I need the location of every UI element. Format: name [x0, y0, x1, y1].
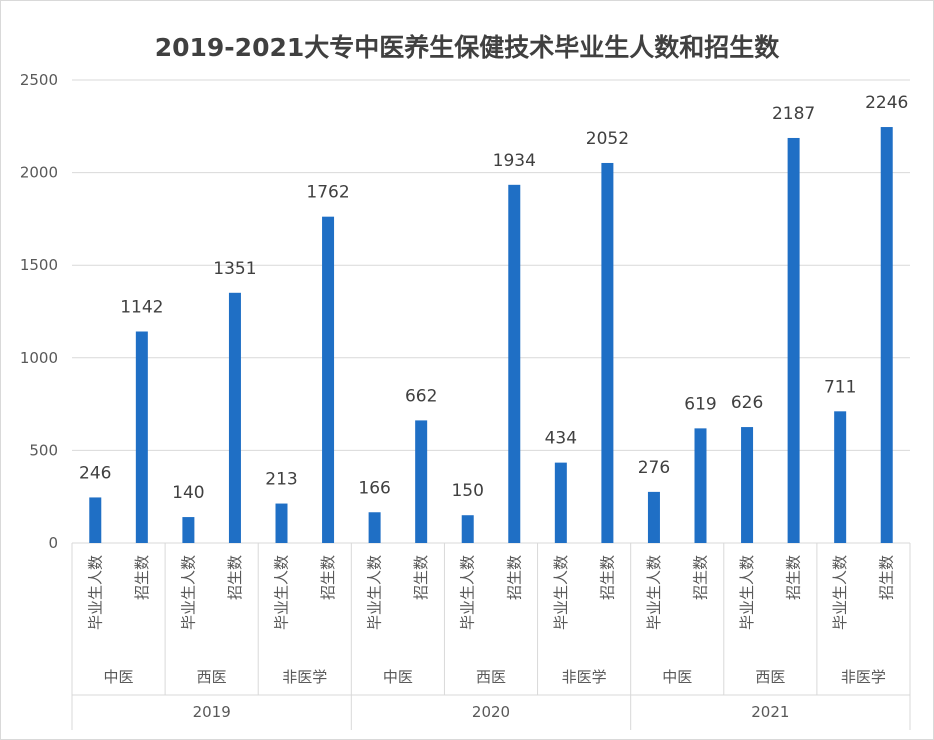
bar-category-label: 毕业生人数 — [366, 555, 384, 630]
y-tick-label: 2000 — [20, 164, 58, 182]
year-label: 2019 — [193, 703, 231, 721]
bar-category-label: 毕业生人数 — [179, 555, 197, 630]
data-label: 276 — [638, 458, 670, 478]
bar — [834, 411, 847, 543]
data-label: 626 — [731, 393, 763, 413]
bar-category-label: 毕业生人数 — [738, 555, 756, 630]
bar-category-label: 毕业生人数 — [86, 555, 104, 630]
data-label: 1351 — [213, 259, 256, 279]
bar — [508, 184, 521, 544]
data-label: 1934 — [493, 151, 536, 171]
bar-category-label: 招生数 — [785, 555, 803, 600]
bar-category-label: 招生数 — [226, 555, 244, 600]
subgroup-label: 非医学 — [282, 668, 327, 686]
data-label: 711 — [824, 377, 856, 397]
subgroup-label: 西医 — [197, 668, 227, 686]
bar — [741, 427, 754, 543]
y-tick-label: 1000 — [20, 349, 58, 367]
bar — [275, 503, 288, 543]
bar-category-label: 毕业生人数 — [645, 555, 663, 630]
bar — [694, 428, 707, 543]
bar — [461, 515, 474, 543]
bar — [787, 137, 800, 544]
data-label: 246 — [79, 463, 111, 483]
bar-category-label: 招生数 — [598, 555, 616, 600]
bar-category-label: 毕业生人数 — [552, 555, 570, 630]
subgroup-label: 中医 — [383, 668, 413, 686]
bar-category-label: 毕业生人数 — [831, 555, 849, 630]
year-label: 2020 — [472, 703, 510, 721]
bar-category-label: 招生数 — [878, 555, 896, 600]
bar-category-label: 招生数 — [319, 555, 337, 600]
data-label: 2052 — [586, 129, 629, 149]
subgroup-label: 西医 — [476, 668, 506, 686]
bar — [135, 331, 148, 543]
bar-category-label: 招生数 — [505, 555, 523, 600]
bar — [322, 216, 335, 543]
chart-title: 2019-2021大专中医养生保健技术毕业生人数和招生数 — [154, 33, 780, 62]
bar-category-label: 招生数 — [133, 555, 151, 600]
bar — [368, 512, 381, 543]
bar — [228, 292, 241, 543]
y-tick-label: 1500 — [20, 256, 58, 274]
data-label: 166 — [358, 478, 390, 498]
y-tick-label: 500 — [29, 441, 58, 459]
data-label: 2246 — [865, 93, 908, 113]
bar-category-label: 招生数 — [692, 555, 710, 600]
data-label: 434 — [545, 429, 577, 449]
bar-category-label: 毕业生人数 — [459, 555, 477, 630]
data-label: 213 — [265, 470, 297, 490]
subgroup-label: 非医学 — [841, 668, 886, 686]
data-label: 140 — [172, 483, 204, 503]
subgroup-label: 非医学 — [562, 668, 607, 686]
data-label: 1762 — [306, 183, 349, 203]
bar — [89, 497, 102, 543]
y-tick-label: 2500 — [20, 71, 58, 89]
bar-category-label: 招生数 — [412, 555, 430, 600]
bar — [182, 517, 195, 543]
data-label: 662 — [405, 386, 437, 406]
subgroup-label: 中医 — [104, 668, 134, 686]
bar-category-label: 毕业生人数 — [273, 555, 291, 630]
y-tick-label: 0 — [48, 534, 58, 552]
bar — [415, 420, 428, 543]
bar — [554, 462, 567, 543]
data-label: 150 — [451, 481, 483, 501]
bar — [647, 491, 660, 543]
year-label: 2021 — [751, 703, 789, 721]
bar — [880, 127, 893, 543]
subgroup-label: 中医 — [662, 668, 692, 686]
subgroup-label: 西医 — [755, 668, 785, 686]
bar — [601, 162, 614, 543]
data-label: 619 — [684, 394, 716, 414]
data-label: 1142 — [120, 298, 163, 318]
data-label: 2187 — [772, 104, 815, 124]
